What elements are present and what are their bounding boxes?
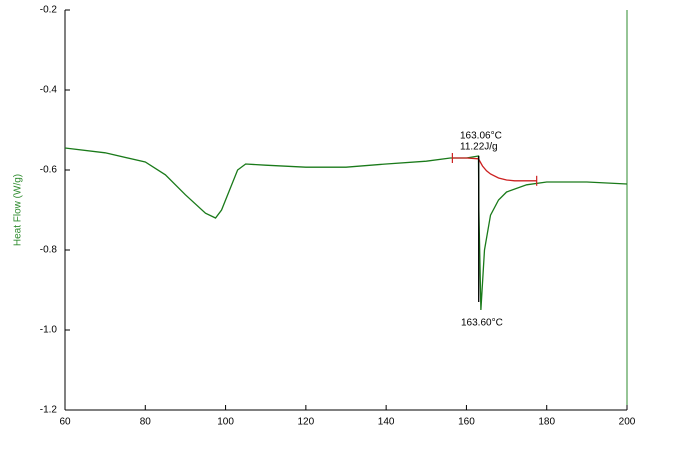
y-tick-label: -0.6 xyxy=(40,165,58,176)
x-tick-label: 200 xyxy=(619,417,636,428)
line xyxy=(64,147,628,311)
annotation: 163.60°C xyxy=(461,318,503,329)
y-axis-label: Heat Flow (W/g) xyxy=(13,174,24,246)
y-tick-label: -0.8 xyxy=(40,245,58,256)
y-tick-label: -1.2 xyxy=(40,405,58,416)
annotation: 163.06°C xyxy=(460,131,502,142)
line xyxy=(452,157,537,182)
x-tick-label: 80 xyxy=(140,417,152,428)
x-tick-label: 160 xyxy=(458,417,475,428)
y-tick-label: -0.4 xyxy=(40,85,58,96)
y-tick-label: -1.0 xyxy=(40,325,58,336)
x-tick-label: 60 xyxy=(59,417,71,428)
x-tick-label: 100 xyxy=(217,417,234,428)
annotation: 11.22J/g xyxy=(460,142,498,153)
x-tick-label: 140 xyxy=(378,417,395,428)
x-tick-label: 120 xyxy=(298,417,315,428)
x-tick-label: 180 xyxy=(538,417,555,428)
y-tick-label: -0.2 xyxy=(40,5,58,16)
